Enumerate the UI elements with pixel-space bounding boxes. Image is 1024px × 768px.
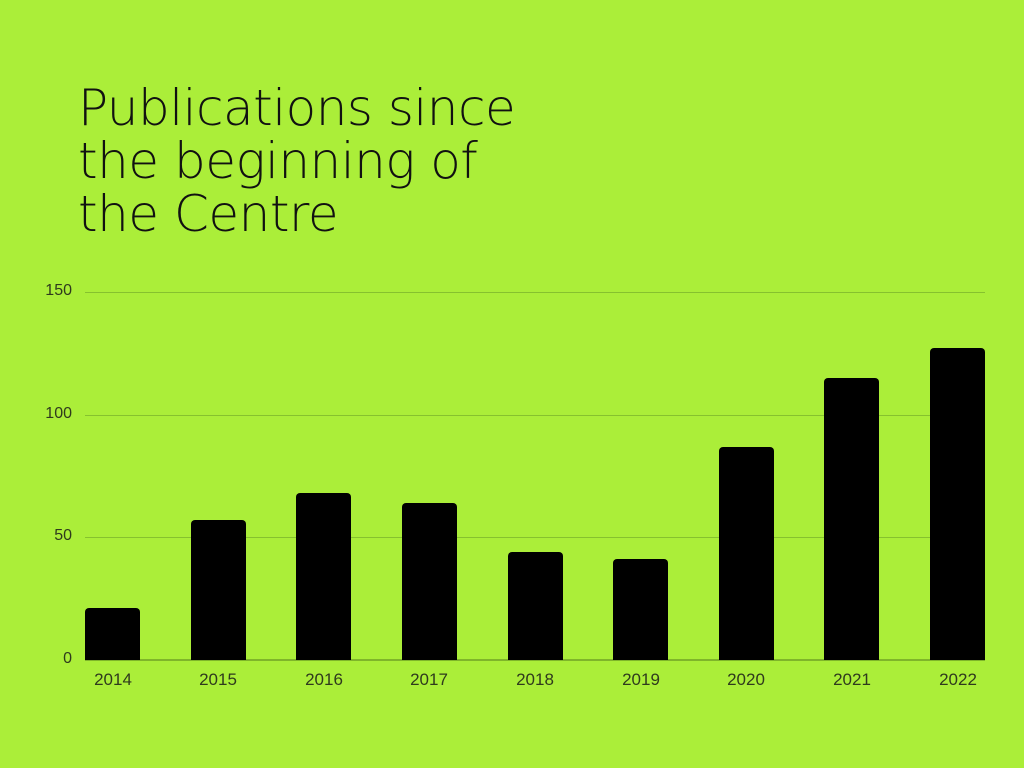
y-tick-label: 50 xyxy=(54,527,72,544)
bar-2020 xyxy=(719,447,774,660)
y-tick-label: 150 xyxy=(45,282,72,299)
bar-2017 xyxy=(402,503,457,660)
chart-title-line-1: Publications since xyxy=(78,79,516,137)
chart-title-line-2: the beginning of xyxy=(78,132,478,190)
x-tick-label: 2021 xyxy=(833,670,871,689)
x-axis-line xyxy=(85,659,985,661)
bar-2016 xyxy=(296,493,351,660)
x-tick-label: 2019 xyxy=(622,670,660,689)
x-tick-label: 2014 xyxy=(94,670,132,689)
chart-title: Publications since the beginning of the … xyxy=(78,79,516,243)
x-tick-label: 2018 xyxy=(516,670,554,689)
gridline xyxy=(85,292,985,293)
x-tick-label: 2017 xyxy=(410,670,448,689)
y-tick-label: 0 xyxy=(63,650,72,667)
bar-2022 xyxy=(930,348,985,660)
x-tick-label: 2016 xyxy=(305,670,343,689)
x-tick-label: 2022 xyxy=(939,670,977,689)
bar-2014 xyxy=(85,608,140,660)
gridline xyxy=(85,537,985,538)
bar-2015 xyxy=(191,520,246,660)
bar-2019 xyxy=(613,559,668,660)
x-tick-label: 2015 xyxy=(199,670,237,689)
bar-2021 xyxy=(824,378,879,660)
x-tick-label: 2020 xyxy=(727,670,765,689)
bar-2018 xyxy=(508,552,563,660)
y-tick-label: 100 xyxy=(45,405,72,422)
gridline xyxy=(85,415,985,416)
chart-title-line-3: the Centre xyxy=(78,185,339,243)
